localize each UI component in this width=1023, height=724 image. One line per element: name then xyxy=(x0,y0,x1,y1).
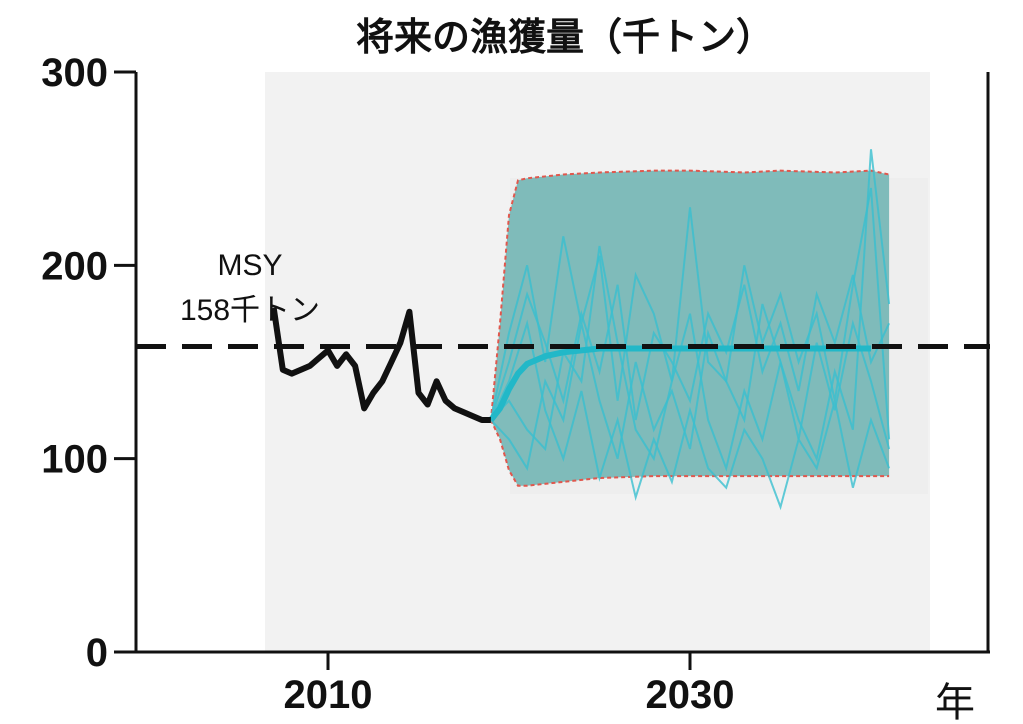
simulation-line-sim_4 xyxy=(490,149,891,472)
simulation-line-sim_1 xyxy=(489,187,891,440)
y-tick-label: 300 xyxy=(41,51,108,95)
simulation-lines-layer xyxy=(489,149,891,511)
msy-label-line2: 158千トン xyxy=(180,294,320,327)
x-tick-label: 2010 xyxy=(284,673,373,717)
band-lower-edge xyxy=(489,419,890,487)
y-ticks-layer: 0 100 200 300 xyxy=(41,51,136,675)
y-tick-label: 100 xyxy=(41,438,108,482)
simulation-line-sim_5 xyxy=(489,319,891,511)
historical-line-layer xyxy=(270,307,491,423)
x-tick-label: 2030 xyxy=(646,673,735,717)
projection-band-layer xyxy=(489,169,890,487)
chart-title: 将来の漁獲量（千トン） xyxy=(356,15,774,59)
x-ticks-layer: 2010 2030 xyxy=(284,652,735,717)
projection-band xyxy=(490,170,890,486)
simulation-line-sim_2 xyxy=(490,303,891,471)
x-axis-unit-label: 年 xyxy=(935,680,975,724)
y-tick-label: 0 xyxy=(86,631,108,675)
historical-catch-line xyxy=(270,307,491,423)
y-tick-label: 200 xyxy=(41,244,108,288)
band-upper-edge xyxy=(489,169,890,421)
msy-label-line1: MSY xyxy=(217,249,282,282)
